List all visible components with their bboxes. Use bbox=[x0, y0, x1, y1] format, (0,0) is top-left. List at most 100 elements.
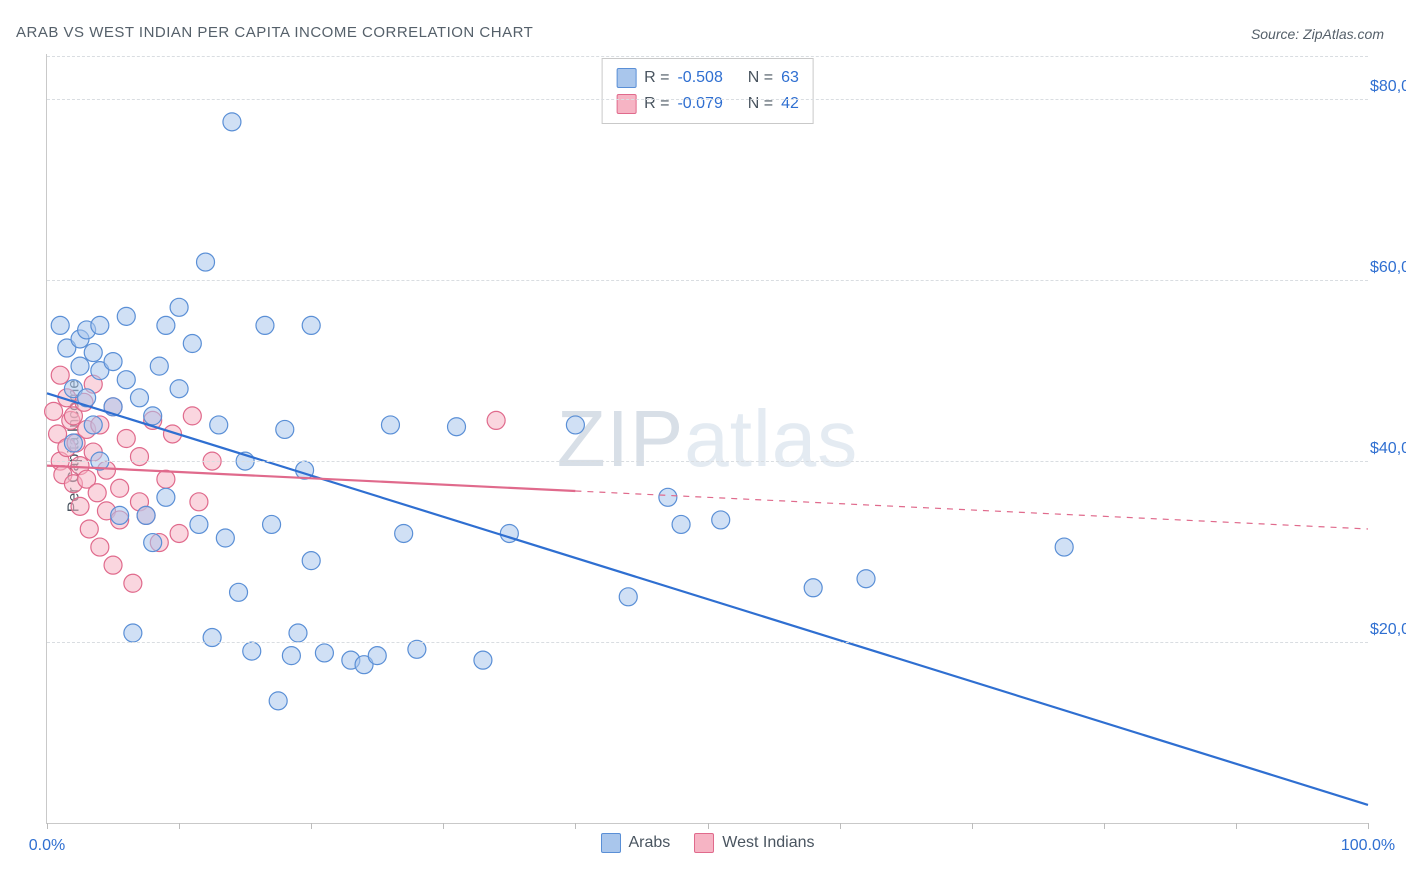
scatter-point bbox=[190, 515, 208, 533]
scatter-point bbox=[117, 307, 135, 325]
scatter-point bbox=[111, 506, 129, 524]
x-tick bbox=[1236, 823, 1237, 829]
x-tick bbox=[1104, 823, 1105, 829]
x-tick-label: 0.0% bbox=[29, 837, 65, 855]
scatter-point bbox=[619, 588, 637, 606]
scatter-point bbox=[183, 335, 201, 353]
scatter-point bbox=[474, 651, 492, 669]
scatter-point bbox=[230, 583, 248, 601]
gridline bbox=[47, 642, 1368, 643]
x-tick bbox=[840, 823, 841, 829]
scatter-point bbox=[71, 357, 89, 375]
scatter-point bbox=[712, 511, 730, 529]
scatter-point bbox=[289, 624, 307, 642]
scatter-point bbox=[381, 416, 399, 434]
scatter-point bbox=[117, 371, 135, 389]
x-tick bbox=[1368, 823, 1369, 829]
scatter-point bbox=[144, 534, 162, 552]
y-tick-label: $60,000 bbox=[1358, 259, 1406, 277]
scatter-point bbox=[170, 524, 188, 542]
scatter-point bbox=[804, 579, 822, 597]
chart-title: ARAB VS WEST INDIAN PER CAPITA INCOME CO… bbox=[16, 24, 533, 41]
gridline bbox=[47, 461, 1368, 462]
x-tick bbox=[311, 823, 312, 829]
scatter-point bbox=[672, 515, 690, 533]
x-tick bbox=[443, 823, 444, 829]
scatter-point bbox=[91, 316, 109, 334]
scatter-point bbox=[395, 524, 413, 542]
scatter-point bbox=[210, 416, 228, 434]
scatter-point bbox=[302, 316, 320, 334]
scatter-point bbox=[1055, 538, 1073, 556]
x-tick bbox=[47, 823, 48, 829]
scatter-point bbox=[276, 420, 294, 438]
scatter-point bbox=[137, 506, 155, 524]
scatter-point bbox=[368, 647, 386, 665]
x-tick-label: 100.0% bbox=[1341, 837, 1395, 855]
scatter-point bbox=[190, 493, 208, 511]
trend-line-dashed bbox=[575, 491, 1368, 529]
legend-swatch-arabs-bottom bbox=[601, 833, 621, 853]
scatter-point bbox=[104, 353, 122, 371]
gridline bbox=[47, 56, 1368, 57]
scatter-point bbox=[88, 484, 106, 502]
scatter-point bbox=[170, 298, 188, 316]
scatter-point bbox=[150, 357, 168, 375]
scatter-point bbox=[45, 402, 63, 420]
scatter-point bbox=[302, 552, 320, 570]
scatter-point bbox=[263, 515, 281, 533]
scatter-point bbox=[117, 430, 135, 448]
scatter-point bbox=[130, 448, 148, 466]
scatter-point bbox=[487, 411, 505, 429]
scatter-point bbox=[659, 488, 677, 506]
scatter-point bbox=[197, 253, 215, 271]
scatter-point bbox=[157, 488, 175, 506]
legend-label-westindians: West Indians bbox=[722, 834, 814, 852]
y-tick-label: $20,000 bbox=[1358, 621, 1406, 639]
scatter-point bbox=[857, 570, 875, 588]
legend-label-arabs: Arabs bbox=[629, 834, 671, 852]
scatter-point bbox=[144, 407, 162, 425]
scatter-point bbox=[84, 344, 102, 362]
scatter-point bbox=[51, 366, 69, 384]
scatter-point bbox=[256, 316, 274, 334]
scatter-point bbox=[71, 497, 89, 515]
gridline bbox=[47, 280, 1368, 281]
x-tick bbox=[708, 823, 709, 829]
scatter-point bbox=[203, 629, 221, 647]
scatter-point bbox=[315, 644, 333, 662]
series-legend: Arabs West Indians bbox=[601, 833, 815, 853]
scatter-point bbox=[104, 556, 122, 574]
y-tick-label: $80,000 bbox=[1358, 78, 1406, 96]
scatter-point bbox=[84, 416, 102, 434]
scatter-point bbox=[566, 416, 584, 434]
scatter-point bbox=[243, 642, 261, 660]
source-attribution: Source: ZipAtlas.com bbox=[1251, 26, 1384, 42]
scatter-point bbox=[64, 434, 82, 452]
scatter-point bbox=[216, 529, 234, 547]
x-tick bbox=[575, 823, 576, 829]
scatter-point bbox=[269, 692, 287, 710]
legend-item-arabs: Arabs bbox=[601, 833, 671, 853]
scatter-point bbox=[80, 520, 98, 538]
x-tick bbox=[179, 823, 180, 829]
scatter-point bbox=[183, 407, 201, 425]
scatter-point bbox=[130, 389, 148, 407]
plot-area: ZIPatlas R = -0.508 N = 63 R = -0.079 N … bbox=[46, 54, 1368, 824]
x-tick bbox=[972, 823, 973, 829]
scatter-point bbox=[124, 574, 142, 592]
scatter-point bbox=[282, 647, 300, 665]
scatter-point bbox=[170, 380, 188, 398]
gridline bbox=[47, 99, 1368, 100]
scatter-point bbox=[51, 316, 69, 334]
scatter-point bbox=[157, 316, 175, 334]
scatter-point bbox=[124, 624, 142, 642]
scatter-point bbox=[111, 479, 129, 497]
y-tick-label: $40,000 bbox=[1358, 440, 1406, 458]
scatter-svg bbox=[47, 54, 1368, 823]
scatter-point bbox=[223, 113, 241, 131]
scatter-point bbox=[448, 418, 466, 436]
legend-item-westindians: West Indians bbox=[694, 833, 814, 853]
scatter-point bbox=[91, 538, 109, 556]
legend-swatch-westindians-bottom bbox=[694, 833, 714, 853]
